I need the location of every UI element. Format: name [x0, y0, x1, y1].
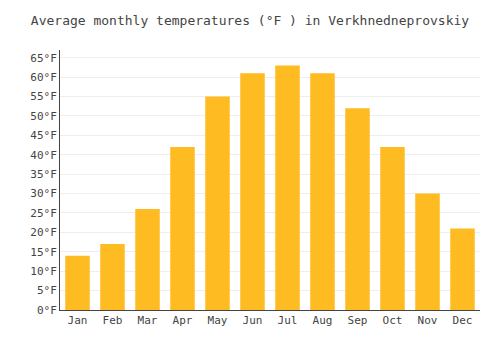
svg-text:55°F: 55°F	[30, 90, 57, 103]
svg-text:Nov: Nov	[418, 314, 438, 327]
svg-text:5°F: 5°F	[37, 284, 57, 297]
svg-text:10°F: 10°F	[30, 265, 57, 278]
svg-text:45°F: 45°F	[30, 129, 57, 142]
svg-text:Aug: Aug	[313, 314, 333, 327]
svg-text:40°F: 40°F	[30, 149, 57, 162]
svg-text:0°F: 0°F	[37, 304, 57, 317]
svg-text:30°F: 30°F	[30, 187, 57, 200]
svg-text:50°F: 50°F	[30, 110, 57, 123]
svg-text:Jul: Jul	[278, 314, 298, 327]
svg-text:60°F: 60°F	[30, 71, 57, 84]
svg-text:35°F: 35°F	[30, 168, 57, 181]
svg-text:15°F: 15°F	[30, 246, 57, 259]
svg-text:Feb: Feb	[103, 314, 123, 327]
svg-text:Oct: Oct	[383, 314, 403, 327]
svg-text:Mar: Mar	[138, 314, 158, 327]
svg-text:65°F: 65°F	[30, 52, 57, 65]
svg-text:Jan: Jan	[68, 314, 88, 327]
svg-text:Jun: Jun	[243, 314, 263, 327]
svg-text:Dec: Dec	[453, 314, 473, 327]
svg-text:25°F: 25°F	[30, 207, 57, 220]
svg-text:Apr: Apr	[173, 314, 193, 327]
svg-text:Sep: Sep	[348, 314, 368, 327]
svg-text:20°F: 20°F	[30, 226, 57, 239]
svg-text:May: May	[208, 314, 228, 327]
svg-text:Average monthly temperatures (: Average monthly temperatures (°F ) in Ve…	[31, 13, 469, 28]
